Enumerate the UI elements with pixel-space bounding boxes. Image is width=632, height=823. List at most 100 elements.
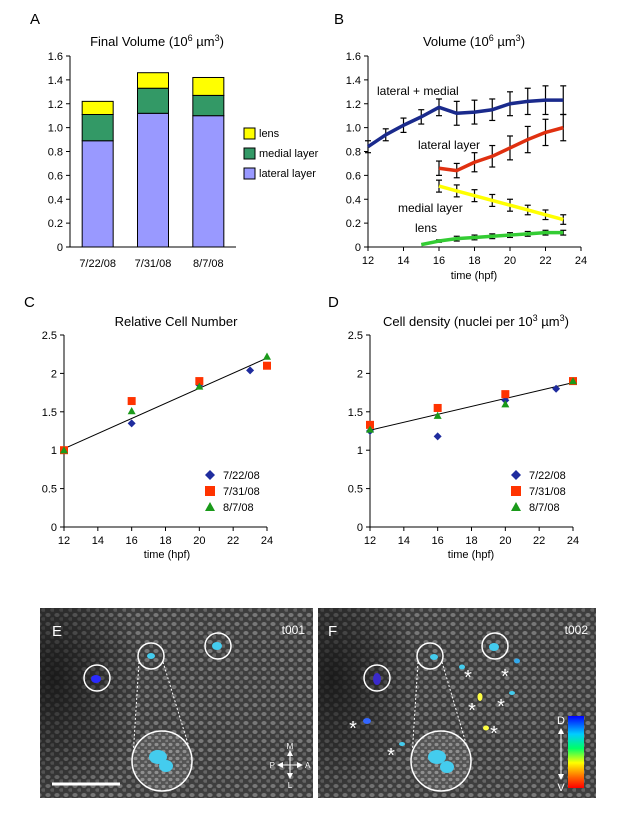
x-tick-label: 20 <box>193 535 205 547</box>
x-tick-label: 20 <box>499 535 511 547</box>
square-marker <box>511 486 521 496</box>
cell-blob <box>373 673 381 685</box>
compass-p: P <box>270 761 275 770</box>
annotation-lens: lens <box>415 221 437 235</box>
zoom-circle <box>131 730 193 792</box>
annotation-lateral-medial: lateral + medial <box>377 84 459 98</box>
x-tick-label: 24 <box>567 535 579 547</box>
triangle-marker <box>511 502 521 511</box>
diamond-marker <box>433 432 442 441</box>
x-tick-label: 22 <box>227 535 239 547</box>
y-tick-label: 1.5 <box>42 407 57 419</box>
y-tick-label: 0.8 <box>48 147 63 159</box>
x-tick-label: 22 <box>539 255 551 267</box>
colorbar-top-label: D <box>557 715 565 727</box>
square-marker <box>501 390 510 399</box>
cell-blob <box>91 675 101 683</box>
legend-label: medial layer <box>259 148 319 160</box>
triangle-marker <box>263 352 271 360</box>
square-marker <box>127 397 136 406</box>
cell-blob <box>147 653 155 659</box>
y-tick-label: 0.8 <box>346 147 361 159</box>
y-tick-label: 1.6 <box>48 51 63 63</box>
y-tick-label: 1.4 <box>48 75 63 87</box>
bar-segment <box>137 87 169 114</box>
bar-segment <box>192 76 225 96</box>
y-tick-label: 2.5 <box>348 330 363 342</box>
x-tick-label: 14 <box>398 535 410 547</box>
x-tick-label: 24 <box>575 255 587 267</box>
timepoint-label-f: t002 <box>565 623 589 637</box>
triangle-marker <box>569 377 577 385</box>
panel-b: B Volume (106 µm3) time (hpf) 0 0.2 0.4 0.6… <box>334 11 587 282</box>
chart-d-xlabel: time (hpf) <box>448 549 494 561</box>
cell-circle <box>204 632 232 660</box>
y-tick-label: 2.5 <box>42 330 57 342</box>
x-tick-label: 16 <box>126 535 138 547</box>
chart-b-xlabel: time (hpf) <box>451 270 497 282</box>
bar-segment <box>81 100 114 115</box>
square-marker <box>366 420 374 429</box>
cell-circle <box>83 664 111 692</box>
compass-m: M <box>287 742 294 751</box>
chart-a: 0 0.2 0.4 0.6 0.8 1.0 1.2 1.4 1.6 7/22/08 7/31/08 8… <box>48 51 319 270</box>
triangle-marker <box>433 411 442 419</box>
y-tick-label: 1.6 <box>346 51 361 63</box>
y-tick-label: 1.2 <box>346 99 361 111</box>
x-tick-label: 18 <box>159 535 171 547</box>
panel-label-f: F <box>328 623 337 640</box>
triangle-marker <box>366 425 374 433</box>
x-tick-label: 7/31/08 <box>135 258 172 270</box>
x-tick-label: 12 <box>58 535 70 547</box>
x-tick-label: 18 <box>465 535 477 547</box>
triangle-marker <box>127 407 136 415</box>
zoom-connector <box>441 661 471 758</box>
y-tick-label: 1.0 <box>48 123 63 135</box>
trendline <box>63 357 268 450</box>
y-tick-label: 1.4 <box>346 75 361 87</box>
chart-c: 0 0.5 1 1.5 2 2.5 12 14 16 18 20 22 24 7/22/08 7/31/08… <box>42 330 273 547</box>
square-marker <box>195 377 204 386</box>
series-line <box>367 98 564 149</box>
chart-b-title: Volume (106 µm3) <box>423 33 525 49</box>
triangle-marker <box>501 400 510 408</box>
y-tick-label: 0 <box>51 522 57 534</box>
chart-c-title: Relative Cell Number <box>115 314 238 329</box>
panel-a: A Final Volume (106 µm3) 0 0.2 0.4 0.6 0.8 1.… <box>30 11 319 270</box>
x-tick-label: 12 <box>362 255 374 267</box>
y-tick-label: 1 <box>357 445 363 457</box>
panel-c: C Relative Cell Number time (hpf) 0 0.5 1 1… <box>24 294 273 561</box>
panel-label-a: A <box>30 11 40 28</box>
dark-region <box>318 608 436 798</box>
legend-label: 8/7/08 <box>529 502 560 514</box>
x-tick-label: 18 <box>468 255 480 267</box>
asterisk-marker: * <box>497 696 505 718</box>
panel-label-c: C <box>24 294 35 311</box>
x-tick-label: 14 <box>397 255 409 267</box>
cell-blob <box>459 664 465 670</box>
chart-d: 0 0.5 1 1.5 2 2.5 12 14 16 18 20 22 24 7/22/08 7/31/08… <box>348 330 579 547</box>
x-tick-label: 12 <box>364 535 376 547</box>
x-tick-label: 22 <box>533 535 545 547</box>
panel-label-e: E <box>52 623 62 640</box>
bar-segment <box>81 140 114 248</box>
y-tick-label: 0 <box>57 242 63 254</box>
asterisk-marker: * <box>490 723 498 745</box>
legend-label: lens <box>259 128 280 140</box>
zoom-cell-blob <box>149 750 167 764</box>
legend-label: 7/22/08 <box>223 470 260 482</box>
y-tick-label: 0.5 <box>348 484 363 496</box>
triangle-marker <box>205 502 215 511</box>
series-line <box>420 230 564 247</box>
cell-circle <box>416 642 444 670</box>
cell-circle <box>137 642 165 670</box>
cell-blob <box>514 658 520 664</box>
triangle-marker <box>195 382 204 390</box>
y-tick-label: 2 <box>51 368 57 380</box>
square-marker <box>263 361 271 370</box>
double-arrow-icon <box>558 728 564 780</box>
bar-segment <box>192 94 225 117</box>
cell-blob <box>489 643 499 651</box>
cell-blob <box>509 691 515 695</box>
